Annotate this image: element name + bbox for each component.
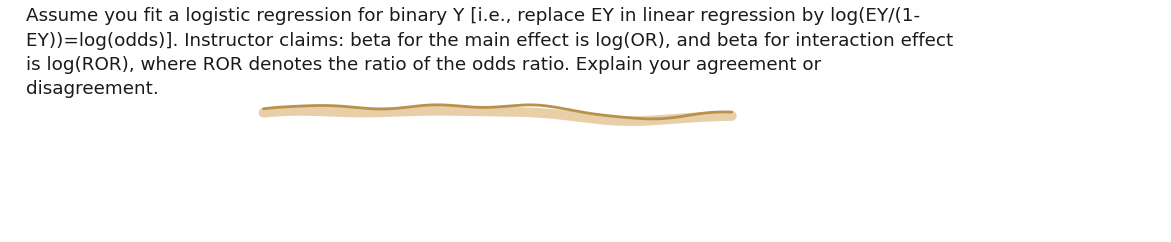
Text: Assume you fit a logistic regression for binary Y [i.e., replace EY in linear re: Assume you fit a logistic regression for…: [26, 7, 953, 98]
